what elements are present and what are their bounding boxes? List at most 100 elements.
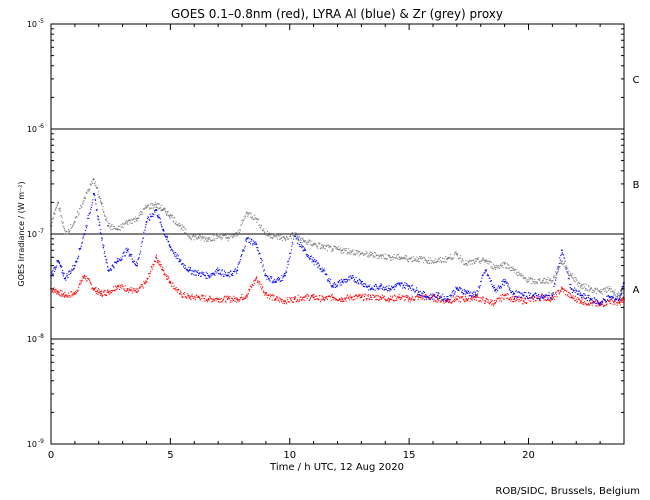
data-series-1 (50, 192, 625, 306)
trace-dot (171, 215, 174, 217)
trace-dot (497, 267, 499, 269)
trace-dot (489, 303, 491, 305)
trace-dot (321, 248, 323, 250)
trace-dot (372, 288, 375, 291)
trace-dot (435, 296, 437, 298)
trace-dot (376, 286, 378, 288)
trace-dot (80, 205, 82, 207)
trace-dot (71, 268, 73, 270)
trace-dot (393, 294, 395, 296)
trace-dot (180, 291, 182, 293)
data-point (513, 269, 516, 272)
trace-dot (375, 284, 377, 286)
data-point (599, 291, 602, 293)
trace-dot (277, 279, 279, 281)
trace-dot (457, 289, 459, 291)
trace-dot (473, 259, 475, 261)
trace-dot (569, 283, 571, 285)
trace-dot (431, 296, 433, 298)
trace-dot (562, 288, 564, 290)
trace-dot (109, 269, 111, 271)
data-point (126, 288, 129, 290)
trace-dot (279, 237, 281, 239)
data-point (207, 274, 210, 277)
trace-dot (412, 256, 414, 258)
trace-dot (106, 258, 108, 261)
trace-dot (497, 266, 499, 268)
trace-dot (576, 279, 578, 282)
trace-dot (404, 255, 407, 257)
trace-dot (157, 260, 160, 262)
trace-dot (384, 298, 386, 301)
trace-dot (73, 291, 75, 293)
trace-dot (500, 265, 503, 267)
trace-dot (491, 283, 493, 285)
trace-dot (498, 285, 500, 287)
trace-dot (563, 262, 566, 264)
trace-dot (347, 278, 349, 281)
trace-dot (454, 297, 456, 299)
trace-dot (84, 196, 86, 198)
trace-dot (146, 221, 148, 223)
trace-dot (150, 202, 152, 205)
trace-dot (493, 300, 496, 302)
trace-dot (161, 226, 163, 228)
trace-dot (274, 233, 276, 235)
trace-dot (313, 294, 315, 296)
y-tick-exponent: -6 (38, 123, 44, 130)
trace-dot (283, 236, 286, 238)
trace-dot (622, 298, 624, 300)
trace-dot (213, 300, 216, 302)
trace-dot (197, 238, 199, 240)
trace-dot (356, 297, 358, 299)
trace-dot (520, 293, 522, 295)
trace-dot (191, 272, 193, 275)
trace-dot (383, 289, 385, 291)
trace-dot (604, 298, 606, 301)
trace-dot (593, 297, 595, 299)
trace-dot (309, 258, 311, 260)
trace-dot (479, 285, 481, 287)
trace-dot (602, 301, 604, 303)
trace-dot (140, 287, 142, 289)
trace-dot (158, 208, 160, 210)
trace-dot (388, 301, 390, 303)
trace-dot (86, 192, 88, 194)
trace-dot (465, 289, 467, 292)
trace-dot (323, 300, 325, 302)
trace-dot (177, 289, 179, 291)
trace-dot (473, 298, 475, 301)
trace-dot (55, 209, 57, 211)
trace-dot (489, 301, 491, 304)
trace-dot (130, 219, 132, 221)
y-tick-exponent: -7 (38, 228, 44, 235)
trace-dot (435, 258, 437, 260)
trace-dot (407, 295, 409, 297)
trace-dot (230, 299, 232, 301)
trace-dot (419, 296, 421, 298)
trace-dot (174, 217, 176, 219)
trace-dot (270, 234, 272, 236)
trace-dot (343, 297, 345, 299)
trace-dot (278, 276, 280, 279)
trace-dot (429, 257, 431, 259)
trace-dot (136, 263, 139, 265)
trace-dot (111, 229, 114, 231)
trace-dot (596, 300, 599, 303)
trace-dot (549, 297, 551, 299)
trace-dot (411, 298, 413, 301)
trace-dot (301, 238, 304, 240)
trace-dot (517, 297, 520, 299)
trace-dot (189, 268, 191, 270)
trace-dot (298, 237, 300, 239)
trace-dot (205, 271, 208, 273)
trace-dot (537, 295, 539, 297)
trace-dot (82, 237, 84, 239)
trace-dot (466, 264, 469, 267)
trace-dot (256, 246, 258, 249)
trace-dot (602, 303, 604, 305)
trace-dot (453, 254, 455, 256)
trace-dot (454, 252, 456, 254)
trace-dot (166, 278, 168, 281)
trace-dot (522, 275, 524, 277)
